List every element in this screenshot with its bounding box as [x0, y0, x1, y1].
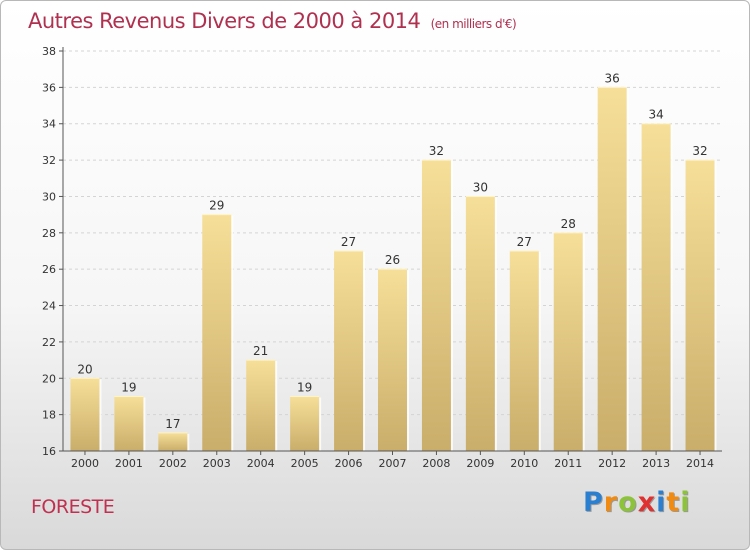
bar — [202, 214, 232, 451]
bar — [246, 360, 276, 451]
proxiti-logo[interactable]: Proxiti — [583, 487, 691, 518]
bar-value-label: 28 — [561, 217, 576, 231]
y-tick-label: 32 — [42, 154, 56, 167]
y-tick-label: 24 — [42, 300, 56, 313]
y-tick-label: 36 — [42, 81, 56, 94]
y-tick-label: 28 — [42, 227, 56, 240]
x-tick-label: 2010 — [510, 457, 538, 470]
x-tick-label: 2007 — [379, 457, 407, 470]
chart-title-text: Autres Revenus Divers de 2000 à 2014 — [28, 9, 421, 33]
x-tick-label: 2011 — [554, 457, 582, 470]
y-tick-label: 22 — [42, 336, 56, 349]
x-tick-label: 2000 — [71, 457, 99, 470]
commune-name: FORESTE — [31, 496, 115, 518]
logo-letter: o — [618, 487, 638, 518]
y-tick-label: 38 — [42, 45, 56, 58]
bar-value-label: 29 — [209, 199, 224, 213]
x-tick-label: 2013 — [642, 457, 670, 470]
logo-letter: x — [637, 487, 657, 518]
bar — [114, 396, 144, 451]
y-tick-label: 16 — [42, 445, 56, 458]
axes — [59, 47, 722, 455]
bars — [70, 86, 717, 452]
bar-value-label: 27 — [341, 235, 356, 249]
x-tick-label: 2005 — [291, 457, 319, 470]
bar — [158, 432, 188, 451]
bar — [70, 378, 100, 451]
bar-value-label: 21 — [253, 344, 268, 358]
logo-letter: i — [680, 487, 691, 518]
bar-value-label: 19 — [297, 380, 312, 394]
bar-value-label: 27 — [517, 235, 532, 249]
logo-letter: r — [603, 487, 619, 518]
x-tick-label: 2009 — [466, 457, 494, 470]
x-tick-label: 2004 — [247, 457, 275, 470]
bar-value-label: 34 — [648, 108, 663, 122]
chart-title: Autres Revenus Divers de 2000 à 2014 (en… — [28, 9, 517, 33]
labels: 16 18 20 22 24 26 28 30 32 34 36 38 20 2000 19 2001 17 20… — [42, 45, 714, 470]
x-tick-label: 2012 — [598, 457, 626, 470]
bar — [334, 251, 364, 451]
bar — [290, 396, 320, 451]
bar — [553, 232, 583, 451]
logo-letter: i — [656, 487, 667, 518]
y-tick-label: 34 — [42, 118, 56, 131]
x-tick-label: 2003 — [203, 457, 231, 470]
y-tick-label: 30 — [42, 190, 56, 203]
y-tick-label: 20 — [42, 372, 56, 385]
logo-letter: t — [666, 487, 681, 518]
x-tick-label: 2008 — [422, 457, 450, 470]
bar — [597, 87, 627, 451]
bar-value-label: 30 — [473, 180, 488, 194]
x-tick-label: 2006 — [335, 457, 363, 470]
bar-value-label: 26 — [385, 253, 400, 267]
bar-value-label: 20 — [77, 362, 92, 376]
bar — [685, 160, 715, 451]
y-tick-label: 26 — [42, 263, 56, 276]
y-tick-label: 18 — [42, 409, 56, 422]
x-tick-label: 2002 — [159, 457, 187, 470]
bar — [421, 160, 451, 451]
bar — [465, 196, 495, 451]
chart-subtitle: (en milliers d'€) — [430, 17, 517, 31]
x-tick-label: 2001 — [115, 457, 143, 470]
bar-value-label: 17 — [165, 417, 180, 431]
bar-value-label: 36 — [605, 71, 620, 85]
bar-value-label: 32 — [692, 144, 707, 158]
bar — [378, 269, 407, 451]
bar — [641, 123, 671, 452]
bar-value-label: 19 — [121, 380, 136, 394]
x-tick-label: 2014 — [686, 457, 714, 470]
bar-value-label: 32 — [429, 144, 444, 158]
bar — [509, 251, 539, 451]
logo-letter: P — [583, 487, 604, 518]
